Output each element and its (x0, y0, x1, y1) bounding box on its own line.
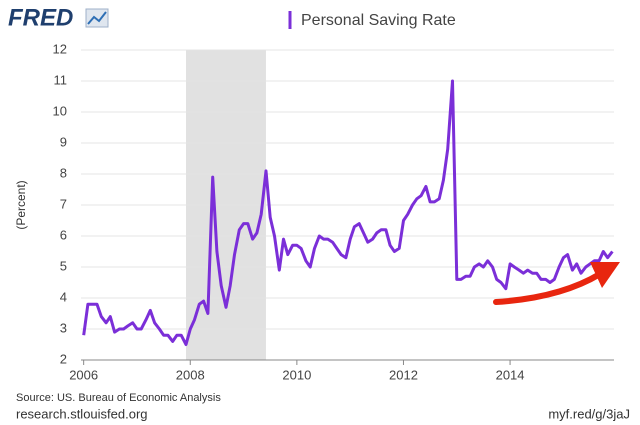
y-tick-label: 9 (60, 134, 67, 149)
source: Source: US. Bureau of Economic Analysis (16, 392, 221, 404)
y-tick-label: 3 (60, 320, 67, 335)
plot: 2 3 4 5 6 7 8 9 10 11 12 2006 2008 2010 2012 2014 (53, 41, 614, 382)
x-tick-label: 2012 (389, 367, 418, 382)
y-tick-label: 10 (53, 103, 67, 118)
y-tick-label: 6 (60, 227, 67, 242)
logo-icon (85, 8, 109, 28)
y-axis-label: (Percent) (14, 180, 28, 229)
x-tick-label: 2008 (176, 367, 205, 382)
y-tick-label: 8 (60, 165, 67, 180)
legend-label: Personal Saving Rate (301, 12, 456, 29)
y-tick-label: 5 (60, 258, 67, 273)
y-tick-label: 12 (53, 41, 67, 56)
y-tick-label: 4 (60, 289, 67, 304)
y-tick-label: 11 (54, 72, 68, 87)
footer-left: research.stlouisfed.org (16, 406, 148, 421)
y-tick-label: 7 (60, 196, 67, 211)
line (82, 79, 614, 346)
y-tick-label: 2 (60, 351, 67, 366)
trend-arrow (493, 262, 620, 305)
x-tick-label: 2006 (69, 367, 98, 382)
logo: FRED (8, 4, 73, 31)
x-tick-label: 2014 (496, 367, 525, 382)
footer-right: myf.red/g/3jaJ (548, 406, 630, 421)
x-tick-label: 2010 (282, 367, 311, 382)
